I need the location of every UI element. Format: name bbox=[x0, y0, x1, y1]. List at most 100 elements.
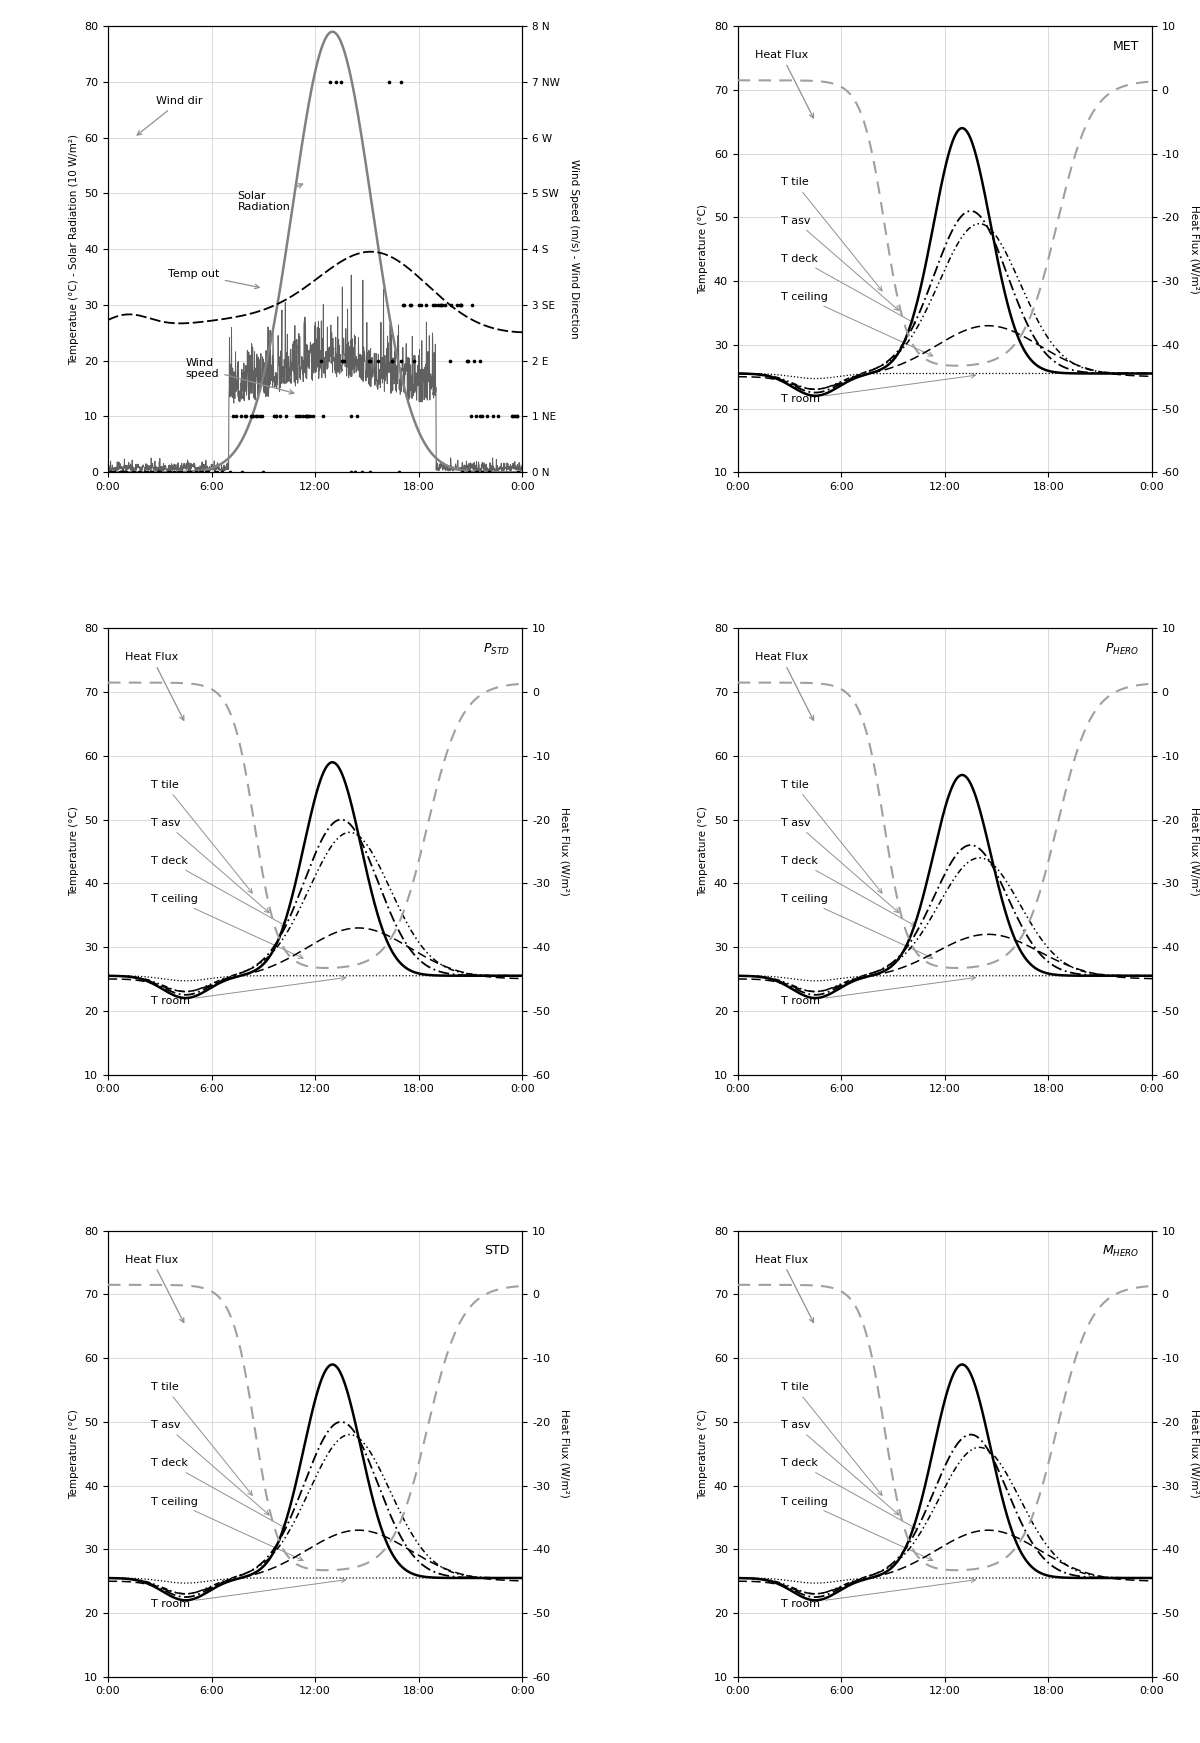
Text: T asv: T asv bbox=[781, 1421, 899, 1515]
Point bbox=[391, 347, 410, 375]
Y-axis label: Heat Flux (W/m²): Heat Flux (W/m²) bbox=[1189, 206, 1199, 293]
Text: T room: T room bbox=[781, 976, 976, 1006]
Point bbox=[466, 458, 485, 486]
Point bbox=[232, 403, 251, 431]
Point bbox=[208, 458, 227, 486]
Y-axis label: Heat Flux (W/m²): Heat Flux (W/m²) bbox=[559, 1410, 570, 1497]
Point bbox=[264, 403, 283, 431]
Point bbox=[130, 458, 149, 486]
Text: Heat Flux: Heat Flux bbox=[755, 1255, 814, 1323]
Point bbox=[293, 403, 312, 431]
Point bbox=[253, 458, 272, 486]
Y-axis label: Temperature (°C): Temperature (°C) bbox=[698, 807, 708, 896]
Text: T deck: T deck bbox=[781, 856, 916, 926]
Point bbox=[276, 403, 295, 431]
Point bbox=[508, 403, 527, 431]
Point bbox=[470, 347, 490, 375]
Text: T room: T room bbox=[781, 373, 976, 404]
Point bbox=[473, 458, 492, 486]
Text: $M_{HERO}$: $M_{HERO}$ bbox=[1102, 1245, 1140, 1258]
Text: T deck: T deck bbox=[781, 254, 916, 324]
Point bbox=[341, 458, 360, 486]
Point bbox=[137, 458, 156, 486]
Point bbox=[479, 458, 498, 486]
Point bbox=[124, 458, 143, 486]
Point bbox=[232, 458, 251, 486]
Point bbox=[450, 291, 469, 319]
Text: T room: T room bbox=[151, 976, 346, 1006]
Point bbox=[180, 458, 199, 486]
Point bbox=[425, 291, 444, 319]
Point bbox=[431, 291, 450, 319]
Point bbox=[448, 291, 467, 319]
Point bbox=[124, 458, 143, 486]
Point bbox=[458, 458, 478, 486]
Point bbox=[452, 458, 472, 486]
Text: $P_{STD}$: $P_{STD}$ bbox=[484, 641, 510, 657]
Point bbox=[458, 347, 478, 375]
Point bbox=[271, 403, 290, 431]
Y-axis label: Temperature (°C): Temperature (°C) bbox=[68, 1408, 78, 1499]
Point bbox=[462, 291, 481, 319]
Point bbox=[241, 403, 260, 431]
Point bbox=[161, 458, 180, 486]
Text: Solar
Radiation: Solar Radiation bbox=[238, 183, 302, 213]
Point bbox=[286, 403, 305, 431]
Point bbox=[342, 403, 361, 431]
Text: T asv: T asv bbox=[781, 817, 899, 913]
Point bbox=[288, 403, 307, 431]
Point bbox=[461, 403, 480, 431]
Text: Wind
speed: Wind speed bbox=[186, 357, 294, 394]
Text: Temp out: Temp out bbox=[168, 268, 259, 289]
Text: T ceiling: T ceiling bbox=[151, 1497, 302, 1560]
Point bbox=[298, 403, 317, 431]
Y-axis label: Wind Speed (m/s) - Wind Direction: Wind Speed (m/s) - Wind Direction bbox=[569, 159, 580, 340]
Point bbox=[250, 403, 269, 431]
Text: T deck: T deck bbox=[151, 1459, 286, 1529]
Text: T asv: T asv bbox=[151, 817, 269, 913]
Text: T room: T room bbox=[151, 1577, 346, 1609]
Point bbox=[360, 347, 379, 375]
Point bbox=[114, 458, 133, 486]
Point bbox=[179, 458, 198, 486]
Point bbox=[401, 291, 420, 319]
Point bbox=[440, 347, 460, 375]
Point bbox=[199, 458, 218, 486]
Point bbox=[102, 458, 121, 486]
Text: T ceiling: T ceiling bbox=[781, 1497, 932, 1560]
Point bbox=[212, 458, 232, 486]
Point bbox=[470, 403, 490, 431]
Y-axis label: Temperature (°C): Temperature (°C) bbox=[68, 807, 78, 896]
Y-axis label: Temperature (°C): Temperature (°C) bbox=[698, 204, 708, 295]
Y-axis label: Heat Flux (W/m²): Heat Flux (W/m²) bbox=[559, 807, 570, 896]
Point bbox=[409, 291, 428, 319]
Point bbox=[313, 403, 332, 431]
Point bbox=[412, 291, 431, 319]
Point bbox=[360, 458, 379, 486]
Point bbox=[503, 403, 522, 431]
Point bbox=[158, 458, 178, 486]
Text: Heat Flux: Heat Flux bbox=[755, 51, 814, 119]
Text: T room: T room bbox=[781, 1577, 976, 1609]
Point bbox=[368, 347, 388, 375]
Point bbox=[509, 458, 528, 486]
Text: Heat Flux: Heat Flux bbox=[125, 652, 184, 720]
Point bbox=[424, 291, 443, 319]
Point bbox=[227, 403, 246, 431]
Point bbox=[394, 291, 413, 319]
Point bbox=[382, 347, 401, 375]
Y-axis label: Heat Flux (W/m²): Heat Flux (W/m²) bbox=[1189, 1410, 1199, 1497]
Text: Heat Flux: Heat Flux bbox=[125, 1255, 184, 1323]
Text: T asv: T asv bbox=[151, 1421, 269, 1515]
Point bbox=[331, 68, 350, 96]
Point bbox=[100, 458, 119, 486]
Point bbox=[236, 403, 256, 431]
Text: T deck: T deck bbox=[151, 856, 286, 926]
Point bbox=[134, 458, 154, 486]
Point bbox=[320, 68, 340, 96]
Point bbox=[190, 458, 209, 486]
Text: T ceiling: T ceiling bbox=[151, 894, 302, 959]
Point bbox=[266, 403, 286, 431]
Point bbox=[458, 347, 478, 375]
Point bbox=[253, 403, 272, 431]
